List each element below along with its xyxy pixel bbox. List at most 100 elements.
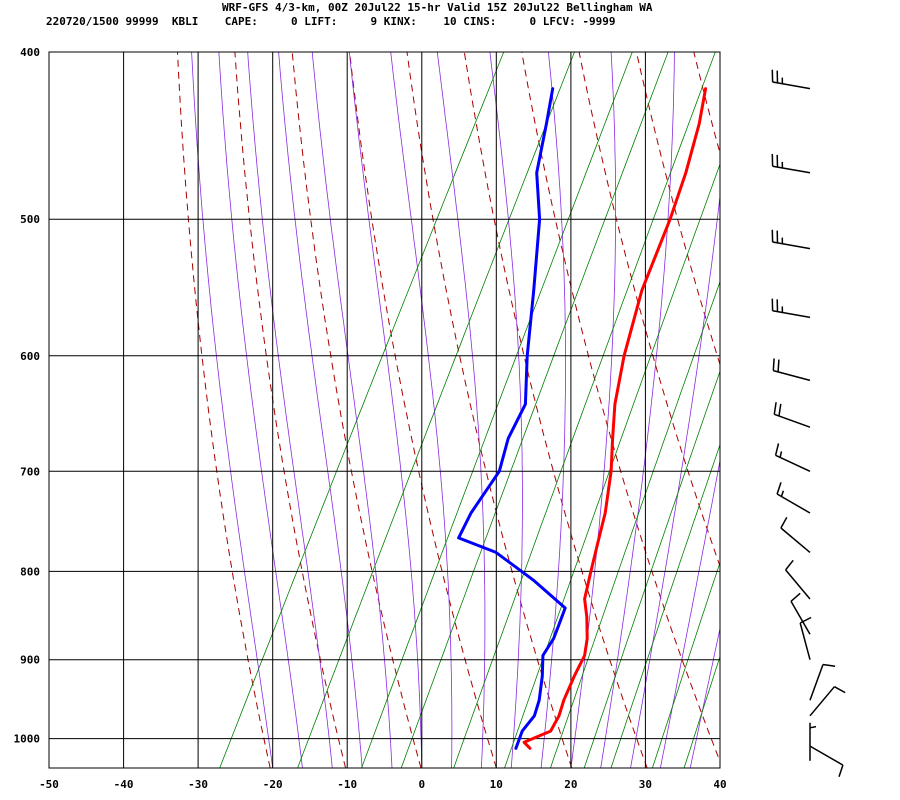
background-lines: [176, 14, 900, 768]
pressure-tick-label: 600: [20, 350, 40, 363]
moist-adiabat: [311, 52, 393, 768]
barb-staff: [790, 600, 811, 635]
dry-adiabat: [234, 52, 347, 768]
station-indices: 220720/1500 99999 KBLI CAPE: 0 LIFT: 9 K…: [46, 15, 616, 28]
dry-adiabat: [635, 52, 720, 367]
temperature-profile: [522, 87, 708, 750]
moist-adiabat: [570, 52, 616, 768]
barb-feather: [799, 616, 812, 624]
barb-feather: [785, 559, 794, 571]
pressure-tick-label: 1000: [14, 733, 41, 746]
wind-barb: [809, 745, 844, 777]
barb-staff: [809, 664, 824, 701]
mixing-ratio-line: [361, 52, 633, 768]
mixing-ratio-line: [400, 52, 669, 768]
barb-staff: [785, 569, 811, 600]
barb-feather: [834, 686, 846, 694]
temperature-tick-label: 0: [418, 778, 425, 791]
sounding-header: WRF-GFS 4/3-km, 00Z 20Jul22 15-hr Valid …: [0, 0, 900, 36]
temperature-tick-label: -20: [263, 778, 283, 791]
dry-adiabat: [741, 14, 900, 768]
moist-adiabat: [719, 766, 720, 768]
dry-adiabat: [349, 52, 497, 768]
barb-feather: [780, 490, 785, 497]
dry-adiabat: [291, 52, 422, 768]
wind-barb: [773, 402, 811, 428]
pressure-tick-label: 900: [20, 654, 40, 667]
barb-staff: [775, 454, 811, 472]
moist-adiabat: [750, 14, 900, 768]
dry-adiabat: [854, 14, 900, 768]
moist-adiabat: [191, 52, 274, 768]
sounding-profiles: [457, 87, 708, 750]
barb-staff: [809, 745, 844, 766]
pressure-tick-label: 700: [20, 465, 40, 478]
wind-barb: [809, 663, 836, 701]
mixing-ratio-line: [504, 163, 720, 768]
moist-adiabat: [218, 52, 303, 768]
barb-feather: [838, 764, 844, 777]
mixing-ratio-line: [219, 52, 505, 768]
moist-adiabat: [247, 52, 333, 768]
temperature-tick-label: -40: [114, 778, 134, 791]
mixing-ratio-line: [652, 561, 720, 768]
temperature-tick-label: 40: [713, 778, 726, 791]
moist-adiabat: [489, 52, 523, 768]
pressure-tick-label: 500: [20, 213, 40, 226]
moist-adiabat: [390, 52, 453, 768]
moist-adiabat: [278, 52, 363, 768]
barb-feather: [774, 443, 780, 456]
wind-barb: [809, 722, 817, 761]
dewpoint-profile: [457, 87, 567, 750]
barb-feather: [822, 663, 836, 668]
moist-adiabat: [689, 626, 720, 768]
temperature-tick-label: -30: [188, 778, 208, 791]
barb-feather: [809, 725, 817, 729]
barb-staff: [780, 527, 811, 553]
chart-grid: [48, 51, 721, 769]
moist-adiabat: [660, 458, 720, 768]
wind-barb: [772, 358, 811, 382]
mixing-ratio-line: [583, 370, 720, 768]
barb-staff: [774, 413, 811, 428]
barb-staff: [772, 165, 811, 174]
barb-staff: [772, 241, 811, 250]
barb-feather: [778, 403, 782, 417]
wind-barb: [771, 69, 811, 90]
dry-adiabat: [463, 52, 648, 768]
wind-barb: [771, 229, 811, 250]
barb-feather: [776, 482, 782, 495]
mixing-ratio-line: [683, 655, 720, 768]
dry-adiabat: [798, 14, 900, 768]
wind-barb: [771, 153, 811, 174]
wind-barb: [799, 616, 812, 660]
mixing-ratio-line: [297, 52, 575, 768]
wind-barb: [776, 482, 811, 514]
wind-barb: [785, 559, 811, 600]
barb-staff: [773, 369, 811, 382]
temperature-tick-label: -10: [337, 778, 357, 791]
barb-staff: [772, 81, 811, 90]
pressure-tick-label: 800: [20, 565, 40, 578]
barb-feather: [790, 592, 801, 602]
mixing-ratio-line: [453, 52, 716, 768]
barb-staff: [799, 622, 811, 660]
mixing-ratio-line: [610, 443, 720, 768]
pressure-axis: 400 500 600 700 800 900 1000: [14, 46, 41, 746]
dry-adiabat: [578, 52, 720, 568]
wind-barb-column: [771, 69, 846, 777]
barb-staff: [809, 686, 835, 717]
moist-adiabat: [348, 52, 423, 768]
barb-staff: [776, 493, 811, 514]
temperature-tick-label: 30: [639, 778, 652, 791]
dry-adiabat: [521, 52, 720, 763]
temperature-tick-label: 10: [490, 778, 503, 791]
dry-adiabat: [406, 52, 573, 768]
mixing-ratio-line: [721, 14, 900, 768]
wind-barb: [809, 686, 846, 717]
dry-adiabat: [176, 52, 271, 768]
wind-barb: [780, 516, 811, 553]
barb-feather: [772, 358, 775, 371]
moist-adiabat: [630, 192, 720, 768]
